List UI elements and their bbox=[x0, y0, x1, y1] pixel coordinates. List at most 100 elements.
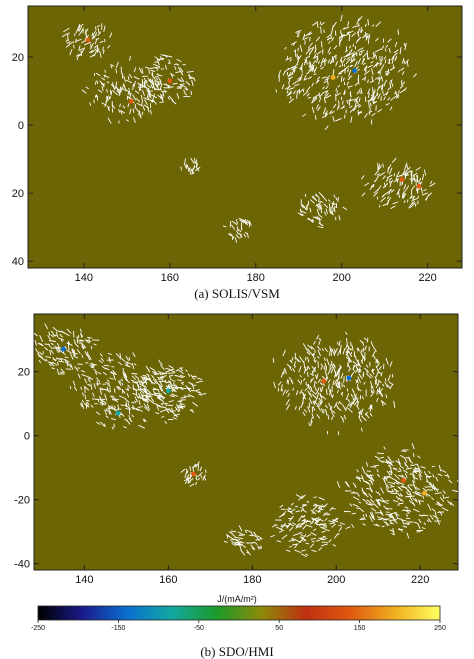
field-vector-b-6-122 bbox=[312, 506, 317, 511]
field-vector-a-6-24 bbox=[337, 196, 339, 202]
field-vector-b-5-237 bbox=[345, 481, 350, 487]
field-vector-b-4-153 bbox=[306, 351, 311, 356]
field-vector-a-4-42 bbox=[347, 78, 351, 80]
field-vector-b-7-32 bbox=[258, 546, 262, 549]
field-vector-b-5-211 bbox=[405, 487, 410, 492]
field-vector-b-6-11 bbox=[297, 515, 303, 522]
field-vector-b-0-108 bbox=[84, 339, 92, 342]
field-vector-a-6-49 bbox=[338, 215, 341, 221]
field-vector-a-3-1 bbox=[184, 158, 186, 164]
field-vector-b-7-41 bbox=[228, 535, 235, 540]
field-vector-a-4-197 bbox=[286, 56, 289, 60]
field-vector-a-4-365 bbox=[403, 58, 405, 64]
field-vector-b-1-180 bbox=[107, 404, 111, 409]
field-vector-b-1-67 bbox=[105, 415, 109, 418]
x-tick-label-a-2: 180 bbox=[247, 272, 265, 284]
field-vector-a-4-364 bbox=[357, 112, 363, 115]
field-vector-b-5-31 bbox=[434, 492, 442, 495]
field-vector-a-5-103 bbox=[390, 180, 394, 184]
field-vector-a-4-177 bbox=[315, 36, 321, 42]
field-vector-b-6-48 bbox=[321, 530, 327, 533]
field-vector-b-6-49 bbox=[301, 509, 307, 513]
field-vector-a-0-44 bbox=[78, 45, 81, 51]
field-vector-a-4-205 bbox=[335, 88, 338, 92]
field-vector-b-1-73 bbox=[121, 358, 126, 362]
field-vector-b-1-0 bbox=[92, 364, 96, 366]
field-vector-b-1-222 bbox=[146, 388, 151, 394]
field-vector-b-1-160 bbox=[108, 409, 112, 415]
field-vector-b-4-58 bbox=[343, 384, 346, 388]
field-vector-b-5-269 bbox=[383, 477, 390, 480]
field-vector-a-4-137 bbox=[321, 40, 323, 48]
field-vector-b-0-113 bbox=[66, 349, 72, 354]
field-vector-b-4-201 bbox=[332, 379, 335, 386]
field-vector-a-0-18 bbox=[95, 32, 98, 36]
field-vector-b-5-261 bbox=[398, 474, 404, 478]
field-vector-b-4-51 bbox=[292, 368, 296, 373]
field-vector-b-5-163 bbox=[398, 461, 402, 467]
field-vector-b-2-47 bbox=[157, 378, 163, 380]
field-vector-b-5-121 bbox=[412, 480, 416, 483]
field-vector-b-5-34 bbox=[369, 515, 373, 522]
field-vector-b-4-178 bbox=[378, 371, 382, 375]
field-vector-b-4-341 bbox=[307, 344, 313, 350]
field-vector-b-2-39 bbox=[168, 365, 174, 369]
field-vector-a-2-20 bbox=[160, 93, 164, 99]
field-vector-b-2-91 bbox=[156, 382, 163, 388]
field-vector-a-6-25 bbox=[325, 208, 328, 214]
field-vector-b-4-11 bbox=[335, 379, 339, 387]
field-vector-b-2-100 bbox=[192, 375, 196, 378]
field-vector-b-0-104 bbox=[81, 342, 87, 349]
field-vector-b-7-9 bbox=[226, 534, 229, 539]
field-vector-b-5-131 bbox=[415, 486, 420, 491]
field-vector-b-7-30 bbox=[240, 549, 246, 556]
field-vector-a-5-11 bbox=[420, 187, 423, 194]
field-vector-a-5-109 bbox=[415, 167, 421, 171]
field-vector-b-1-193 bbox=[137, 379, 141, 384]
field-vector-a-4-110 bbox=[388, 58, 391, 65]
field-vector-b-5-305 bbox=[431, 486, 437, 490]
field-vector-b-5-146 bbox=[412, 453, 415, 457]
field-vector-a-2-18 bbox=[171, 99, 177, 105]
field-vector-a-3-10 bbox=[183, 163, 187, 169]
field-vector-b-0-68 bbox=[51, 361, 58, 366]
field-vector-a-5-15 bbox=[410, 178, 415, 183]
field-vector-b-3-2 bbox=[189, 483, 195, 487]
field-vector-b-1-201 bbox=[111, 426, 114, 430]
field-vector-b-6-81 bbox=[300, 508, 305, 512]
field-vector-b-7-29 bbox=[257, 535, 262, 539]
field-vector-b-4-366 bbox=[336, 368, 341, 375]
field-vector-b-5-74 bbox=[406, 509, 412, 512]
field-vector-a-4-356 bbox=[384, 59, 387, 64]
field-vector-b-1-121 bbox=[105, 367, 110, 371]
field-vector-b-1-97 bbox=[131, 414, 134, 418]
field-vector-a-0-23 bbox=[82, 29, 84, 34]
field-vector-b-5-185 bbox=[377, 502, 381, 507]
field-vector-a-4-210 bbox=[333, 45, 338, 50]
field-vector-b-2-35 bbox=[160, 386, 164, 392]
field-vector-a-5-51 bbox=[427, 192, 432, 197]
field-vector-a-1-97 bbox=[146, 91, 150, 99]
field-vector-b-4-312 bbox=[364, 345, 367, 351]
field-vector-a-4-284 bbox=[307, 47, 315, 50]
field-vector-b-7-26 bbox=[238, 525, 243, 532]
field-vector-b-4-110 bbox=[362, 341, 365, 346]
field-vector-b-5-116 bbox=[400, 450, 407, 452]
field-vector-b-4-49 bbox=[295, 357, 301, 363]
field-vector-b-2-60 bbox=[169, 395, 175, 398]
field-vector-a-4-367 bbox=[338, 65, 342, 68]
field-vector-b-2-75 bbox=[175, 369, 180, 372]
field-vector-b-4-16 bbox=[363, 337, 367, 341]
field-vector-a-4-66 bbox=[352, 43, 355, 48]
field-vector-a-1-43 bbox=[128, 73, 133, 79]
field-vector-b-1-120 bbox=[124, 378, 131, 384]
field-vector-b-5-263 bbox=[352, 503, 359, 507]
field-vector-b-4-31 bbox=[345, 375, 348, 381]
field-vector-a-6-61 bbox=[319, 207, 323, 210]
field-vector-b-2-139 bbox=[166, 385, 173, 389]
field-vector-b-4-195 bbox=[327, 384, 330, 390]
field-vector-a-4-217 bbox=[346, 81, 349, 86]
field-vector-a-4-77 bbox=[323, 90, 328, 93]
field-vector-b-6-89 bbox=[288, 538, 294, 542]
